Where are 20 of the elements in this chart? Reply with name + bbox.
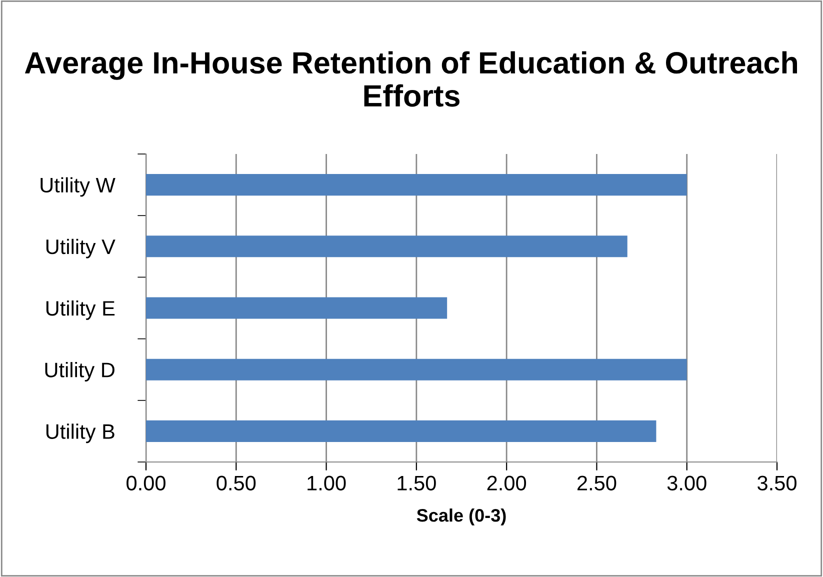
x-tick-label: 3.00 [667,476,706,490]
x-tick-label: 0.50 [216,476,256,490]
bar [146,420,656,442]
chart-title: Average In-House Retention of Education & Outreach Efforts [24,51,797,107]
x-axis-title: Scale (0-3) [416,508,506,526]
y-tick-label: Utility W [40,177,116,197]
x-tick-label: 2.50 [577,476,616,490]
y-tick-label: Utility V [46,238,116,258]
y-tick-label: Utility E [46,300,115,320]
x-tick-label: 3.50 [758,476,796,490]
bar [146,174,687,196]
bar [146,358,687,380]
x-tick-label: 2.00 [487,476,526,490]
x-tick-label: 1.00 [308,476,346,490]
y-tick-label: Utility B [46,424,114,444]
x-tick-label: 1.50 [398,476,436,490]
bar [146,236,628,258]
y-tick-label: Utility D [45,362,114,382]
bar [146,297,448,319]
x-tick-label: 0.00 [126,476,166,490]
